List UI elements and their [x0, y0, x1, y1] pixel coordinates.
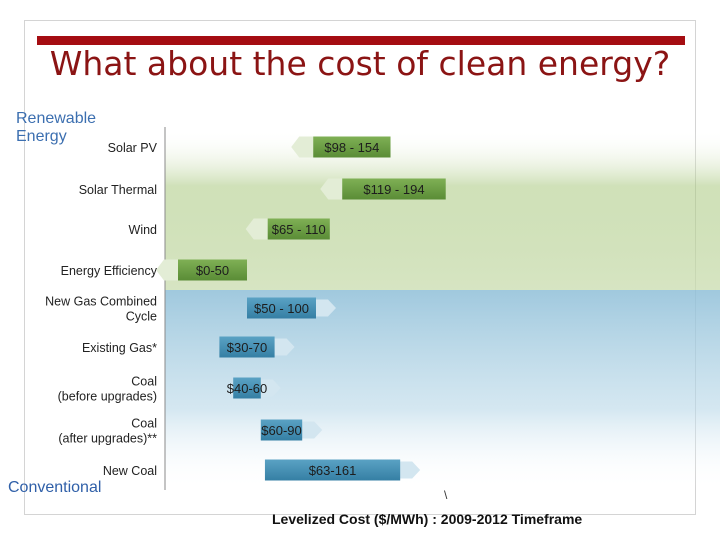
bar-tail — [398, 461, 421, 479]
range-bar — [178, 259, 247, 281]
range-bar — [313, 136, 391, 158]
category-label: New Coal — [103, 464, 157, 478]
renewable-band — [165, 130, 720, 290]
bar-value-label: $30-70 — [227, 340, 267, 355]
range-bar — [267, 218, 330, 240]
bar-tail — [156, 259, 180, 281]
bar-tail — [258, 379, 281, 397]
range-bar — [247, 297, 316, 319]
category-label: (before upgrades) — [58, 390, 157, 404]
category-label: (after upgrades)** — [58, 432, 157, 446]
bar-value-label: $65 - 110 — [272, 222, 326, 237]
bar-value-label: $63-161 — [309, 463, 357, 478]
range-bar — [219, 336, 275, 358]
title-accent-bar — [37, 36, 685, 45]
category-label: Wind — [129, 223, 158, 237]
bar-tail — [272, 338, 295, 356]
bar-tail — [314, 299, 336, 317]
category-label: Solar Thermal — [79, 183, 157, 197]
range-bar — [264, 459, 401, 481]
category-label: Coal — [131, 375, 157, 389]
range-bar — [233, 377, 261, 399]
bar-value-label: $0-50 — [196, 263, 229, 278]
range-bar — [342, 178, 446, 200]
category-label: New Gas Combined — [45, 295, 157, 309]
bar-value-label: $50 - 100 — [254, 301, 309, 316]
bar-tail — [291, 136, 316, 158]
stray-mark: \ — [444, 488, 448, 502]
group-label-renewable: Renewable Energy — [16, 110, 97, 145]
page-title: What about the cost of clean energy? — [49, 44, 671, 83]
category-label: Existing Gas* — [82, 341, 157, 355]
range-bar — [260, 419, 303, 441]
bar-value-label: $119 - 194 — [363, 182, 424, 197]
x-axis-label: Levelized Cost ($/MWh) : 2009-2012 Timef… — [272, 511, 583, 527]
bar-tail — [300, 421, 323, 439]
group-label-conventional: Conventional — [8, 479, 102, 496]
category-label: Coal — [131, 417, 157, 431]
category-label: Energy Efficiency — [61, 264, 158, 278]
bar-value-label: $98 - 154 — [324, 140, 379, 155]
category-label: Solar PV — [108, 141, 158, 155]
bar-tail — [245, 218, 270, 240]
bar-value-label: $40-60 — [227, 381, 267, 396]
category-label: Cycle — [126, 310, 157, 324]
bar-tail — [320, 178, 345, 200]
bar-value-label: $60-90 — [261, 423, 301, 438]
